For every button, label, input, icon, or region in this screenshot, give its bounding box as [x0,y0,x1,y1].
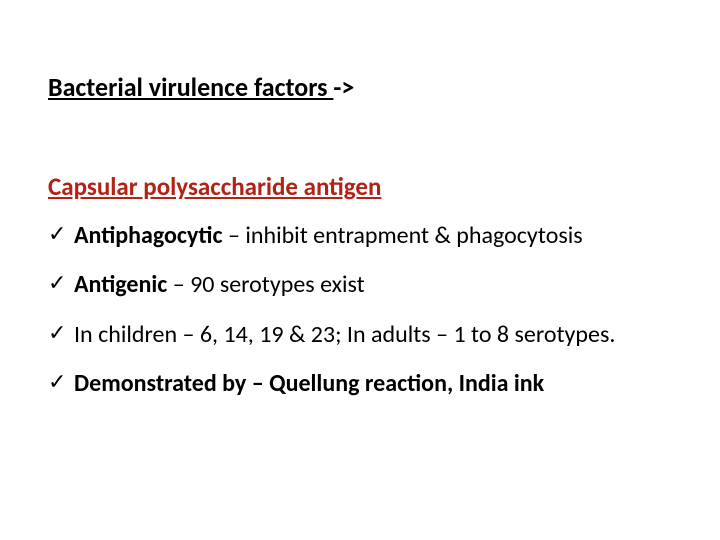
slide: Bacterial virulence factors -> Capsular … [0,0,720,540]
list-item: In children – 6, 14, 19 & 23; In adults … [48,319,672,350]
bullet-tail: – 90 serotypes exist [167,270,364,299]
slide-title: Bacterial virulence factors -> [48,72,672,103]
bullet-tail: – inhibit entrapment & phagocytosis [223,221,583,250]
bullet-lead: In children – 6, 14, 19 & 23; In adults … [74,320,615,349]
title-text: Bacterial virulence factors [48,71,333,103]
list-item: Antiphagocytic – inhibit entrapment & ph… [48,220,672,251]
bullet-list: Antiphagocytic – inhibit entrapment & ph… [48,220,672,399]
list-item: Antigenic – 90 serotypes exist [48,269,672,300]
bullet-lead: Demonstrated by – Quellung reaction, Ind… [74,369,544,398]
slide-subhead: Capsular polysaccharide antigen [48,171,672,202]
bullet-lead: Antigenic [74,270,167,299]
list-item: Demonstrated by – Quellung reaction, Ind… [48,368,672,399]
title-arrow: -> [333,72,354,103]
bullet-lead: Antiphagocytic [74,221,223,250]
